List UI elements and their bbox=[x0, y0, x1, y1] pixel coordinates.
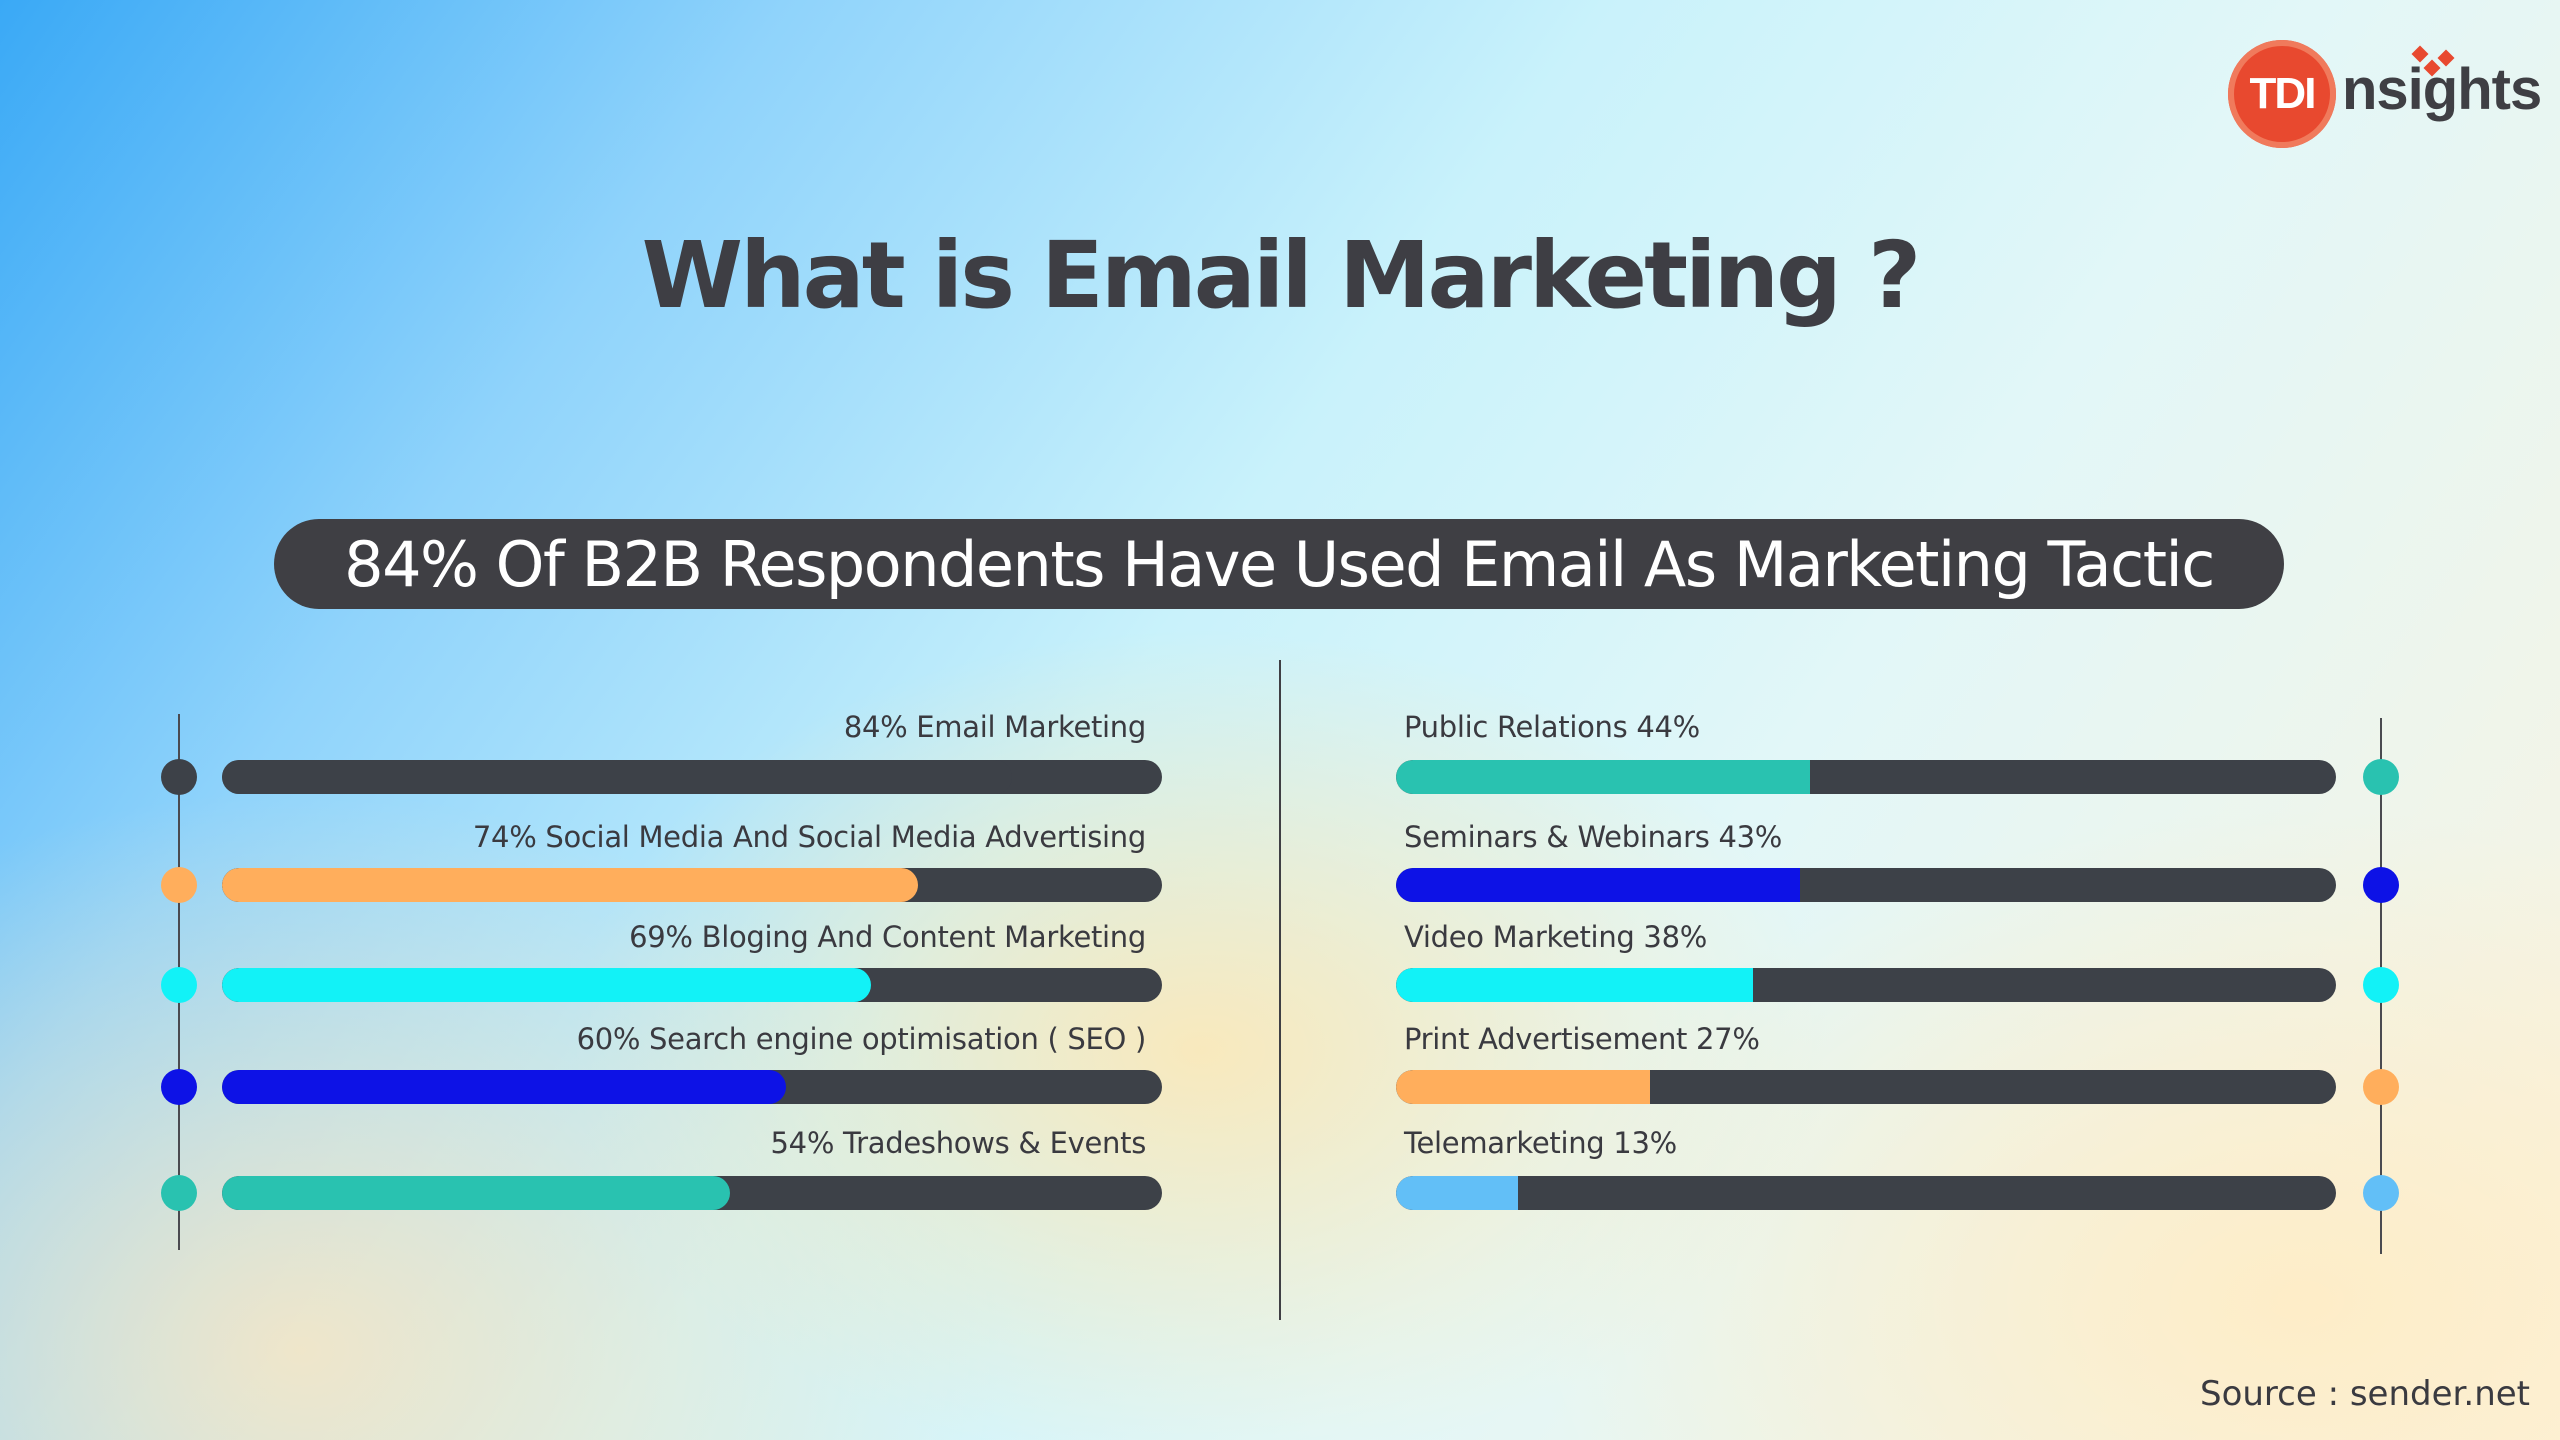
right-bar-fill-3 bbox=[1396, 968, 1754, 1002]
left-bar-fill-5 bbox=[222, 1176, 730, 1210]
right-bar-track-4 bbox=[1396, 1070, 2336, 1104]
right-marker-dot-5 bbox=[2363, 1175, 2399, 1211]
right-bar-track-2 bbox=[1396, 868, 2336, 902]
right-marker-dot-1 bbox=[2363, 759, 2399, 795]
left-bar-track-1 bbox=[222, 760, 1162, 794]
left-bar-track-5 bbox=[222, 1176, 1162, 1210]
left-bar-label-2: 74% Social Media And Social Media Advert… bbox=[472, 820, 1146, 854]
logo-badge: TDI bbox=[2228, 40, 2336, 148]
left-bar-label-1: 84% Email Marketing bbox=[843, 710, 1146, 744]
right-marker-dot-2 bbox=[2363, 867, 2399, 903]
right-bar-label-2: Seminars & Webinars 43% bbox=[1404, 820, 1783, 854]
right-bar-label-1: Public Relations 44% bbox=[1404, 710, 1700, 744]
left-marker-dot-2 bbox=[161, 867, 197, 903]
left-marker-dot-4 bbox=[161, 1069, 197, 1105]
right-bar-fill-2 bbox=[1396, 868, 1801, 902]
left-marker-dot-3 bbox=[161, 967, 197, 1003]
center-divider bbox=[1279, 660, 1281, 1320]
source-credit: Source : sender.net bbox=[2200, 1374, 2530, 1414]
right-bar-track-3 bbox=[1396, 968, 2336, 1002]
right-bar-track-1 bbox=[1396, 760, 2336, 794]
left-bar-label-3: 69% Bloging And Content Marketing bbox=[629, 920, 1146, 954]
right-marker-dot-3 bbox=[2363, 967, 2399, 1003]
chart-title-banner: 84% Of B2B Respondents Have Used Email A… bbox=[274, 519, 2284, 609]
right-marker-dot-4 bbox=[2363, 1069, 2399, 1105]
right-bar-track-5 bbox=[1396, 1176, 2336, 1210]
right-bar-fill-4 bbox=[1396, 1070, 1650, 1104]
left-bar-fill-1 bbox=[222, 760, 1012, 794]
right-bar-fill-1 bbox=[1396, 760, 1810, 794]
right-bar-label-3: Video Marketing 38% bbox=[1404, 920, 1707, 954]
right-bar-label-4: Print Advertisement 27% bbox=[1404, 1022, 1760, 1056]
right-bar-label-5: Telemarketing 13% bbox=[1404, 1126, 1677, 1160]
left-bar-track-3 bbox=[222, 968, 1162, 1002]
page-title: What is Email Marketing ? bbox=[641, 222, 1922, 329]
tdi-insights-logo: TDI nsights bbox=[2228, 38, 2542, 150]
left-bar-fill-4 bbox=[222, 1070, 786, 1104]
left-bar-fill-2 bbox=[222, 868, 918, 902]
left-bar-label-5: 54% Tradeshows & Events bbox=[770, 1126, 1147, 1160]
left-bar-label-4: 60% Search engine optimisation ( SEO ) bbox=[576, 1022, 1147, 1056]
left-bar-track-4 bbox=[222, 1070, 1162, 1104]
left-bar-fill-3 bbox=[222, 968, 871, 1002]
logo-wordmark: nsights bbox=[2342, 57, 2542, 122]
left-marker-dot-5 bbox=[161, 1175, 197, 1211]
right-bar-fill-5 bbox=[1396, 1176, 1519, 1210]
left-bar-track-2 bbox=[222, 868, 1162, 902]
left-marker-dot-1 bbox=[161, 759, 197, 795]
